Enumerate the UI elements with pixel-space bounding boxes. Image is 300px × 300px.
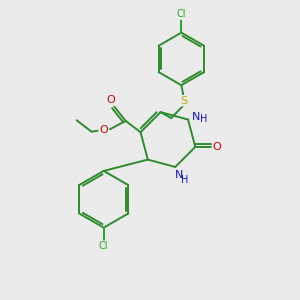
Text: Cl: Cl: [177, 9, 186, 19]
Text: H: H: [182, 175, 189, 185]
Text: O: O: [106, 95, 115, 105]
Text: Cl: Cl: [99, 241, 109, 251]
Text: O: O: [99, 125, 108, 135]
Text: O: O: [213, 142, 221, 152]
Text: H: H: [200, 114, 207, 124]
Text: N: N: [175, 170, 183, 180]
Text: N: N: [192, 112, 200, 122]
Text: S: S: [180, 96, 187, 106]
